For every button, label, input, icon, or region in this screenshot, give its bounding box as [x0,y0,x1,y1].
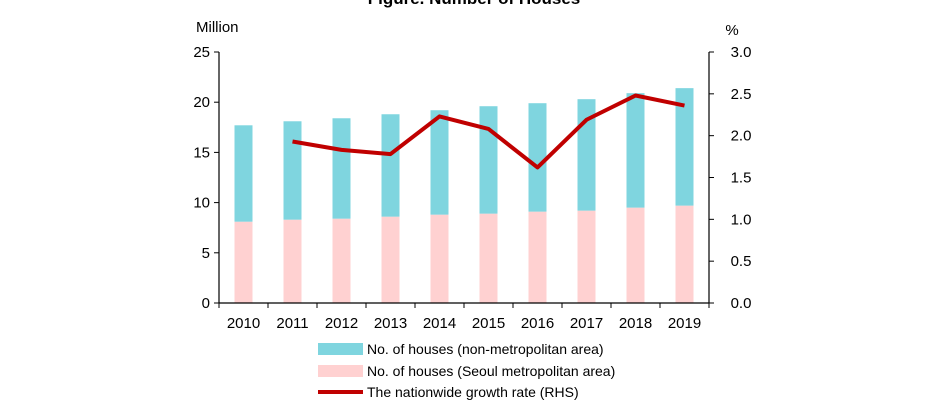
right-tick-label: 2.0 [731,128,752,145]
left-tick-label: 20 [193,94,210,111]
growth-rate-line [292,93,685,170]
bar-seoul-2015 [479,213,498,303]
left-tick-label: 0 [202,295,210,312]
left-tick-label: 25 [193,44,210,61]
x-tick-label: 2011 [276,315,308,332]
bar-seoul-2017 [577,210,596,303]
bar-seoul-2016 [528,211,547,303]
x-tick-label: 2012 [325,315,358,332]
bar-seoul-2011 [283,219,302,303]
x-tick-label: 2014 [423,315,456,332]
legend-label: The nationwide growth rate (RHS) [367,384,579,400]
bar-non-metro-2019 [675,88,694,206]
right-tick-label: 0.0 [731,295,752,312]
x-tick-label: 2019 [668,315,701,332]
bar-non-metro-2010 [234,125,253,222]
legend-swatch-seoul [318,365,363,377]
bar-seoul-2013 [381,216,400,303]
legend-label: No. of houses (non-metropolitan area) [367,341,604,357]
bar-non-metro-2015 [479,106,498,214]
right-tick-label: 2.5 [731,86,752,103]
legend-label: No. of houses (Seoul metropolitan area) [367,363,615,379]
bar-seoul-2012 [332,218,351,303]
bar-non-metro-2013 [381,114,400,217]
x-tick-label: 2010 [227,315,260,332]
bar-non-metro-2011 [283,121,302,220]
x-tick-label: 2013 [374,315,407,332]
legend-swatch-non-metro [318,343,363,355]
left-tick-label: 10 [193,195,210,212]
right-tick-label: 3.0 [731,44,752,61]
x-tick-label: 2015 [472,315,505,332]
bar-seoul-2018 [626,207,645,303]
bar-non-metro-2018 [626,93,645,208]
left-tick-label: 15 [193,144,210,161]
x-tick-label: 2018 [619,315,652,332]
right-tick-label: 1.5 [731,170,752,187]
chart-title: Figure. Number of Houses [368,0,581,8]
right-tick-label: 0.5 [731,253,752,270]
x-tick-label: 2016 [521,315,554,332]
bar-non-metro-2014 [430,110,449,215]
right-tick-label: 1.0 [731,211,752,228]
right-axis-label: % [725,22,738,39]
bar-non-metro-2016 [528,103,547,212]
bar-seoul-2010 [234,221,253,303]
left-tick-label: 5 [202,245,210,262]
left-axis-label: Million [196,19,239,36]
bar-seoul-2019 [675,205,694,303]
bar-seoul-2014 [430,214,449,303]
bar-non-metro-2017 [577,99,596,211]
x-tick-label: 2017 [570,315,603,332]
bar-non-metro-2012 [332,118,351,219]
